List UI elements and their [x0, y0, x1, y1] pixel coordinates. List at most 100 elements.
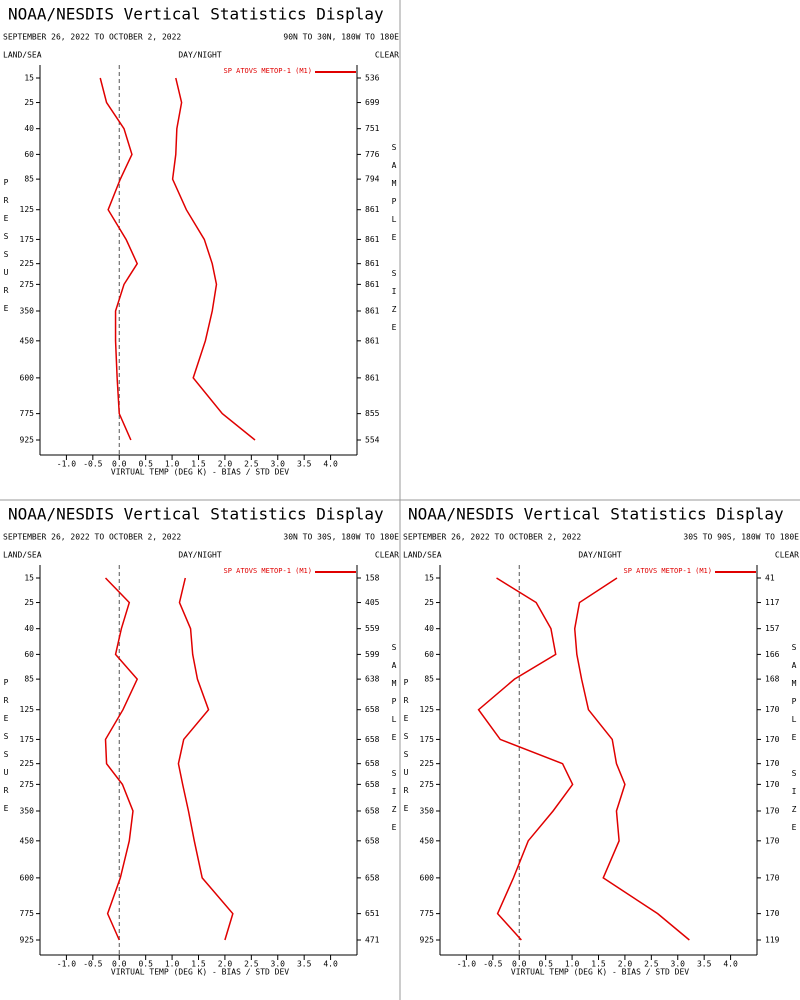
y-tick-label: 125 [20, 205, 35, 214]
title: NOAA/NESDIS Vertical Statistics Display [408, 505, 784, 524]
y-tick-label: 225 [20, 759, 35, 768]
region: 90N TO 30N, 180W TO 180E [283, 33, 399, 42]
sample-size-label: 776 [365, 150, 380, 159]
x-tick-label: 2.5 [244, 960, 259, 969]
sample-size-label: 41 [765, 574, 775, 583]
region: 30S TO 90S, 180W TO 180E [683, 533, 799, 542]
y-tick-label: 175 [420, 735, 435, 744]
y-tick-label: 40 [424, 624, 434, 633]
sample-size-label: 170 [765, 780, 780, 789]
x-tick-label: -1.0 [57, 460, 76, 469]
y-tick-label: 275 [20, 280, 35, 289]
legend-label: SP ATOVS METOP-1 (M1) [623, 567, 712, 575]
x-tick-label: 2.5 [244, 460, 259, 469]
header-label: LAND/SEA [3, 551, 42, 560]
y-tick-label: 275 [20, 780, 35, 789]
sample-size-label: 170 [765, 836, 780, 845]
y-tick-label: 925 [20, 936, 35, 945]
x-tick-label: 1.5 [191, 960, 206, 969]
x-tick-label: 0.0 [112, 960, 127, 969]
x-tick-label: 3.0 [271, 960, 286, 969]
y-tick-label: 350 [20, 806, 35, 815]
y2-axis-label: SAMPLE SIZE [390, 643, 399, 841]
y-tick-label: 600 [20, 373, 35, 382]
y-tick-label: 775 [420, 909, 435, 918]
x-tick-label: 1.0 [165, 960, 180, 969]
period: SEPTEMBER 26, 2022 TO OCTOBER 2, 2022 [3, 33, 181, 42]
header-label: CLEAR [775, 551, 799, 560]
y-tick-label: 600 [20, 873, 35, 882]
sample-size-label: 536 [365, 74, 380, 83]
x-tick-label: 0.5 [138, 960, 153, 969]
y-tick-label: 125 [20, 705, 35, 714]
y-tick-label: 175 [20, 735, 35, 744]
y-tick-label: 25 [24, 98, 34, 107]
sample-size-label: 861 [365, 235, 380, 244]
sample-size-label: 158 [365, 574, 380, 583]
header-label: DAY/NIGHT [178, 51, 222, 60]
y-tick-label: 60 [24, 150, 34, 159]
x-tick-label: 0.5 [538, 960, 553, 969]
panel: NOAA/NESDIS Vertical Statistics Display S… [2, 5, 400, 477]
header-label: CLEAR [375, 51, 399, 60]
x-tick-label: 2.0 [218, 460, 233, 469]
header-label: CLEAR [375, 551, 399, 560]
y-tick-label: 25 [24, 598, 34, 607]
x-axis-label: VIRTUAL TEMP (DEG K) - BIAS / STD DEV [111, 968, 289, 977]
std-dev-line [171, 77, 256, 441]
x-tick-label: 4.0 [323, 460, 338, 469]
x-tick-label: 2.0 [618, 960, 633, 969]
sample-size-label: 119 [765, 936, 780, 945]
y-tick-label: 350 [20, 306, 35, 315]
sample-size-label: 170 [765, 735, 780, 744]
sample-size-label: 861 [365, 336, 380, 345]
y-axis-label: PRESSURE [2, 178, 11, 322]
sample-size-label: 170 [765, 909, 780, 918]
sample-size-label: 658 [365, 735, 380, 744]
y-tick-label: 15 [24, 74, 34, 83]
sample-size-label: 117 [765, 598, 780, 607]
y-tick-label: 125 [420, 705, 435, 714]
period: SEPTEMBER 26, 2022 TO OCTOBER 2, 2022 [403, 533, 581, 542]
y-tick-label: 450 [20, 836, 35, 845]
y2-axis-label: SAMPLE SIZE [790, 643, 799, 841]
x-tick-label: -1.0 [57, 960, 76, 969]
y-tick-label: 600 [420, 873, 435, 882]
x-tick-label: 3.5 [297, 960, 312, 969]
std-dev-line [177, 577, 234, 941]
x-tick-label: 1.5 [591, 960, 606, 969]
panel: NOAA/NESDIS Vertical Statistics Display S… [2, 505, 400, 977]
legend-label: SP ATOVS METOP-1 (M1) [223, 567, 312, 575]
sample-size-label: 794 [365, 175, 380, 184]
sample-size-label: 861 [365, 373, 380, 382]
x-tick-label: 1.0 [165, 460, 180, 469]
y-tick-label: 15 [424, 574, 434, 583]
x-axis-label: VIRTUAL TEMP (DEG K) - BIAS / STD DEV [111, 468, 289, 477]
y-tick-label: 15 [24, 574, 34, 583]
sample-size-label: 599 [365, 650, 380, 659]
sample-size-label: 170 [765, 873, 780, 882]
y-tick-label: 450 [420, 836, 435, 845]
sample-size-label: 168 [765, 675, 780, 684]
x-tick-label: 2.0 [218, 960, 233, 969]
header-label: LAND/SEA [3, 51, 42, 60]
sample-size-label: 861 [365, 280, 380, 289]
header-label: DAY/NIGHT [578, 551, 622, 560]
bias-line [104, 577, 139, 941]
sample-size-label: 651 [365, 909, 380, 918]
x-tick-label: 0.0 [112, 460, 127, 469]
y-tick-label: 25 [424, 598, 434, 607]
sample-size-label: 861 [365, 306, 380, 315]
y-axis-label: PRESSURE [2, 678, 11, 822]
bias-line [99, 77, 139, 441]
region: 30N TO 30S, 180W TO 180E [283, 533, 399, 542]
sample-size-label: 471 [365, 936, 380, 945]
y-tick-label: 450 [20, 336, 35, 345]
y-tick-label: 40 [24, 124, 34, 133]
x-tick-label: 1.0 [565, 960, 580, 969]
y-tick-label: 775 [20, 409, 35, 418]
sample-size-label: 855 [365, 409, 380, 418]
x-tick-label: -1.0 [457, 960, 476, 969]
